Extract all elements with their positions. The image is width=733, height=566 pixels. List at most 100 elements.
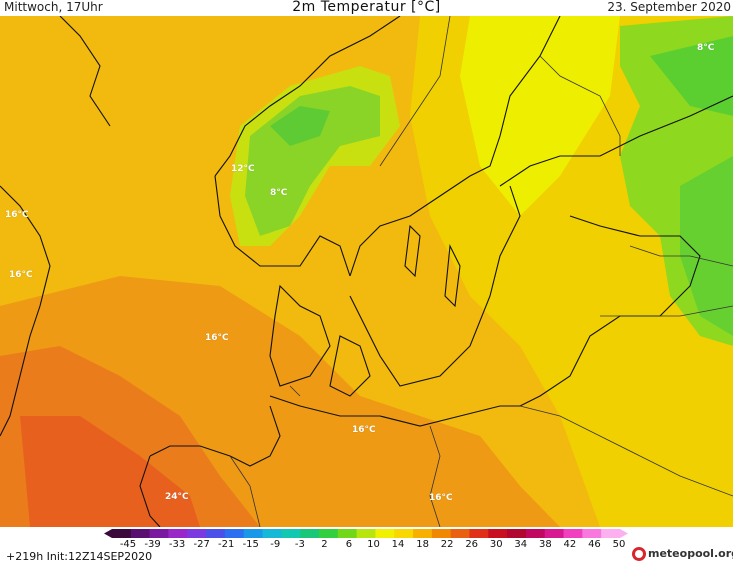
header: Mittwoch, 17Uhr 2m Temperatur [°C] 23. S… [0,0,733,16]
colorbar-segment [112,529,132,538]
colorbar-segment [318,529,339,538]
colorbar-segment [130,529,151,538]
meteopool-logo-icon [632,547,646,561]
meteopool-logo-text: meteopool.org [648,547,733,560]
temp-label-north-england: 16°C [9,270,33,280]
norway-sweden-border [379,16,451,167]
colorbar-segment [262,529,282,538]
colorbar-max-arrow [620,529,628,538]
colorbar-segment [337,529,358,538]
coastlines [0,16,733,527]
baltic-states-green-field [680,156,733,336]
country-borders [229,16,733,527]
colorbar-segment [243,529,264,538]
colorbar-tick-label: 22 [440,539,454,550]
colorbar-tick-label: -15 [242,539,259,550]
colorbar-tick-label: 34 [514,539,528,550]
temp-label-northeast: 8°C [697,43,715,53]
sweden-south-coast [349,185,521,387]
colorbar-min-arrow [104,529,112,538]
temp-label-south-norway: 8°C [270,188,288,198]
colorbar-segment [431,529,452,538]
colorbar-tick-label: 26 [465,539,479,550]
colorbar-tick-label: 14 [391,539,405,550]
baltic-east-coast [519,215,701,407]
northeast-green-field [650,36,733,116]
colorbar-tick-label: 50 [612,539,626,550]
colorbar-tick-label: 30 [489,539,503,550]
colorbar-segment [544,529,565,538]
britain-east-coast [0,185,51,437]
finland-yellow-field [460,16,620,216]
legend-footer: -45 -39 -33 -27 -21 -15 -9 -3 2 6 10 14 18 22 26 30 34 38… [0,527,733,566]
gotland-coast [444,244,461,308]
colorbar-tick-label: 2 [321,539,328,550]
colorbar-tick-label: -33 [168,539,186,550]
colorbar-tick-label: -3 [294,539,305,550]
germany-poland-border [429,425,441,527]
colorbar-tick-label: 38 [538,539,552,550]
colorbar-segment [394,529,414,538]
frisian-coast [149,405,281,467]
colorbar-segment [356,529,376,538]
norway-coast [214,16,401,177]
sweden-west-coast [349,16,561,277]
colorbar-segment [168,529,188,538]
map-canvas [0,16,733,527]
norway-highland-field [270,106,330,146]
temp-label-netherlands: 24°C [165,492,189,502]
colorbar-segment [450,529,470,538]
colorbar-tick-label: 10 [367,539,380,550]
colorbar-segment [413,529,433,538]
colorbar-tick-label: 18 [416,539,429,550]
colorbar-segment [469,529,489,538]
forecast-day-time: Mittwoch, 17Uhr [4,0,103,14]
latvia-lithuania-border [600,305,733,317]
colorbar-tick-label: -9 [270,539,281,550]
jutland-coast [269,284,331,387]
colorbar-tick-label: 42 [563,539,577,550]
colorbar-segment [149,529,169,538]
temp-label-bergen: 12°C [231,164,255,174]
dutch-coast [139,455,161,527]
denmark-germany-border [289,385,301,397]
colorbar-tick-label: -21 [218,539,235,550]
colorbar-segment [281,529,301,538]
poland-border [519,405,733,497]
temp-label-eastern-germany: 16°C [429,493,453,503]
colorbar-tick-label: 46 [588,539,601,550]
colorbar-segment [187,529,207,538]
gulf-of-finland-coast [499,95,733,187]
colorbar-tick-label: -39 [144,539,161,550]
sweden-finland-border [539,55,621,156]
forecast-date: 23. September 2020 [607,0,731,14]
colorbar-tick-label: 6 [345,539,353,550]
colorbar-tick-label: -45 [119,539,137,550]
temp-label-scotland: 16°C [5,210,29,220]
shetland-coast [59,16,111,127]
german-polish-coast [269,395,520,427]
temperature-map: 16°C 16°C 16°C 8°C 12°C 16°C 24°C 16°C 8… [0,16,733,527]
estonia-latvia-border [629,245,733,267]
zealand-coast [329,335,371,397]
colorbar-segment [488,529,508,538]
temp-label-northern-germany: 16°C [352,425,376,435]
map-title: 2m Temperatur [°C] [292,0,441,15]
colorbar-segment [601,529,621,538]
temperature-colorbar [104,529,628,538]
colorbar-segment [300,529,320,538]
colorbar-segment [563,529,583,538]
netherlands-germany-border [229,455,261,527]
colorbar-tick-label: -27 [193,539,210,550]
south-norway-coast [214,175,351,277]
temp-label-north-sea: 16°C [205,333,229,343]
colorbar-segment [582,529,602,538]
colorbar-segment [206,529,226,538]
colorbar-segment [507,529,527,538]
colorbar-segment [375,529,395,538]
oland-coast [404,224,421,278]
colorbar-segment [525,529,546,538]
lowlands-hotspot-field [20,416,200,527]
model-init-label: +219h Init:12Z14SEP2020 [6,550,153,563]
colorbar-segment [224,529,245,538]
